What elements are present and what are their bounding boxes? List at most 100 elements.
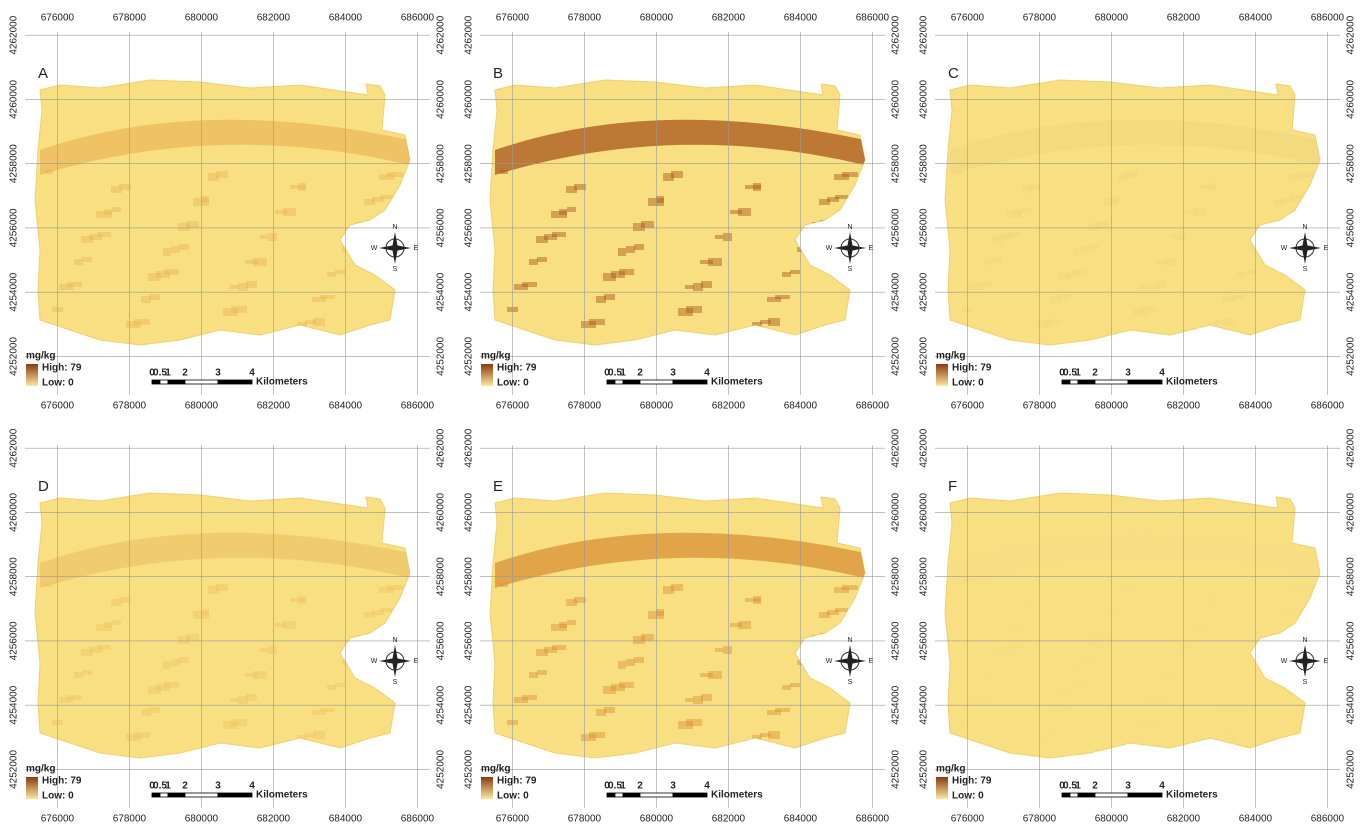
x-tick-label: 682000	[1167, 814, 1201, 825]
patch	[335, 270, 345, 274]
patch	[1022, 620, 1031, 625]
patch	[1185, 623, 1197, 627]
patch	[111, 186, 122, 193]
patch	[834, 587, 849, 593]
compass-e: E	[414, 658, 419, 665]
scale-segment	[673, 793, 707, 797]
patch	[379, 174, 394, 180]
scale-segment	[1128, 380, 1162, 384]
patch	[1304, 309, 1314, 315]
y-tick-label: 4252000	[464, 337, 475, 376]
y-tick-label: 4252000	[891, 337, 902, 376]
x-tick-label: 686000	[401, 401, 435, 412]
y-tick-label: 4252000	[9, 750, 20, 789]
patch	[112, 207, 121, 212]
x-tick-label: 686000	[856, 814, 890, 825]
patch	[700, 673, 713, 677]
scale-label: 4	[704, 781, 710, 792]
y-tick-label: 4260000	[919, 80, 930, 119]
legend-ramp	[26, 364, 38, 386]
x-tick-label: 678000	[113, 13, 147, 24]
scale-label: 2	[182, 368, 188, 379]
legend-low: Low: 0	[42, 791, 74, 802]
y-tick-label: 4254000	[891, 272, 902, 311]
patch	[1140, 285, 1149, 289]
y-tick-label: 4254000	[464, 685, 475, 724]
patch	[290, 185, 306, 189]
y-tick-label: 4252000	[9, 337, 20, 376]
y-tick-label: 4256000	[1346, 621, 1357, 660]
patch	[1237, 272, 1246, 277]
study-area	[35, 80, 410, 345]
y-tick-label: 4258000	[891, 557, 902, 596]
patch	[551, 624, 567, 631]
patch	[1200, 185, 1216, 189]
y-tick-label: 4252000	[464, 750, 475, 789]
patch	[1036, 321, 1051, 328]
patch	[693, 283, 703, 291]
patch	[1133, 308, 1148, 316]
patch	[1155, 673, 1168, 677]
legend-low: Low: 0	[42, 378, 74, 389]
patch	[634, 244, 644, 250]
y-tick-label: 4258000	[436, 557, 447, 596]
y-tick-label: 4258000	[9, 144, 20, 183]
y-tick-label: 4258000	[919, 144, 930, 183]
compass-rose	[1289, 645, 1321, 677]
patch	[275, 210, 287, 214]
patch	[529, 672, 538, 678]
patch	[1245, 683, 1255, 687]
patch	[148, 686, 161, 694]
y-tick-label: 4252000	[919, 337, 930, 376]
patch	[790, 270, 800, 274]
patch	[171, 246, 180, 253]
patch	[193, 198, 209, 206]
patch	[111, 599, 122, 606]
compass-w: W	[826, 245, 833, 252]
patch	[1081, 659, 1090, 666]
legend-high: High: 79	[952, 776, 992, 787]
legend-high: High: 79	[42, 363, 82, 374]
y-tick-label: 4260000	[9, 80, 20, 119]
x-tick-label: 676000	[951, 401, 985, 412]
patch	[82, 670, 92, 675]
patch	[723, 646, 732, 654]
patch	[1252, 660, 1265, 665]
x-tick-label: 678000	[1023, 13, 1057, 24]
patch	[163, 248, 171, 256]
patch	[1260, 245, 1274, 249]
patch	[730, 210, 742, 214]
patch	[81, 236, 93, 243]
x-tick-label: 676000	[41, 814, 75, 825]
study-area	[35, 493, 410, 758]
compass-e: E	[1324, 245, 1329, 252]
scale-segment	[640, 380, 673, 384]
compass-w: W	[826, 658, 833, 665]
x-tick-label: 684000	[784, 13, 818, 24]
patch	[805, 245, 819, 249]
y-tick-label: 4254000	[436, 685, 447, 724]
patch	[1073, 248, 1081, 256]
patch	[245, 673, 258, 677]
patch	[1021, 599, 1032, 606]
legend-ramp	[936, 777, 948, 799]
patch	[1089, 244, 1099, 250]
patch	[275, 623, 287, 627]
x-tick-label: 682000	[257, 13, 291, 24]
compass-n: N	[392, 637, 397, 644]
panel-label: C	[948, 65, 959, 82]
y-tick-label: 4252000	[919, 750, 930, 789]
patch	[1006, 624, 1022, 631]
scale-segment	[640, 793, 673, 797]
patch	[148, 273, 161, 281]
panel-label: A	[38, 65, 48, 82]
y-tick-label: 4262000	[9, 428, 20, 467]
y-tick-label: 4256000	[464, 208, 475, 247]
scale-label: 4	[1159, 368, 1165, 379]
y-tick-label: 4258000	[1346, 144, 1357, 183]
y-tick-label: 4258000	[464, 144, 475, 183]
x-tick-label: 686000	[401, 814, 435, 825]
patch	[819, 612, 830, 618]
patch	[1058, 273, 1071, 281]
patch	[1304, 722, 1314, 728]
